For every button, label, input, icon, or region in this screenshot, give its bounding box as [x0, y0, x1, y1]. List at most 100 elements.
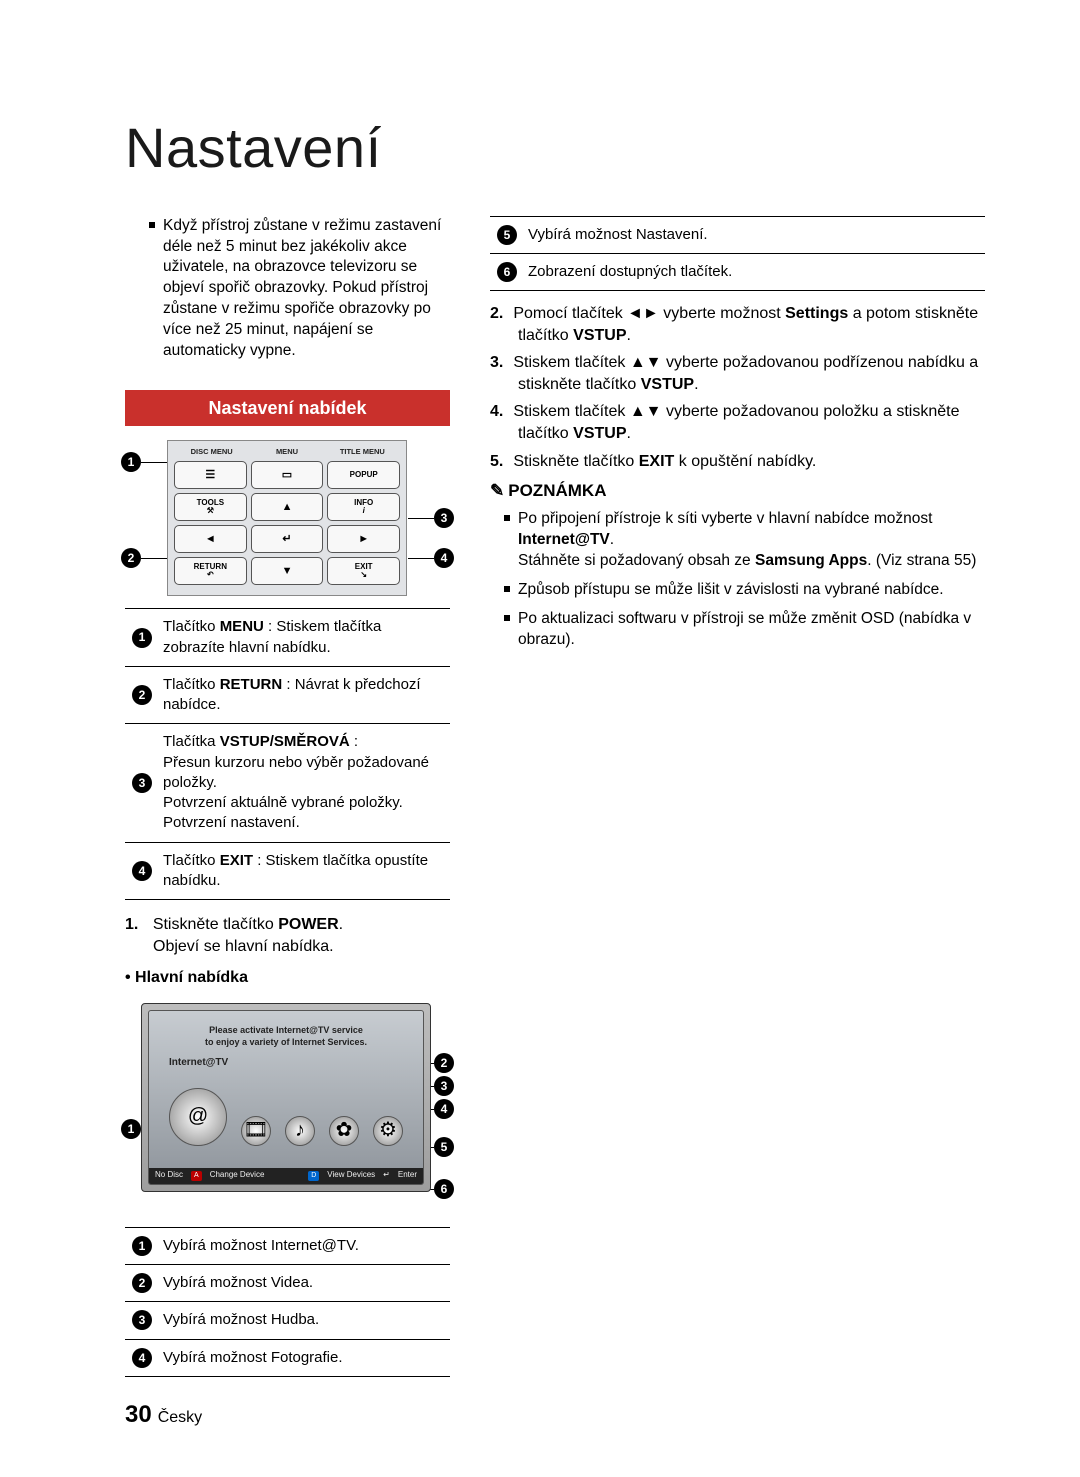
callout-badge-1b: 1	[121, 1119, 141, 1139]
page-title: Nastavení	[125, 110, 985, 186]
square-bullet-icon	[504, 515, 510, 521]
row-text: Tlačítko MENU : Stiskem tlačítka zobrazí…	[159, 609, 450, 667]
row-text: Vybírá možnost Videa.	[159, 1265, 450, 1302]
square-bullet-icon	[504, 615, 510, 621]
note-item: Po aktualizaci softwaru v přístroji se m…	[518, 609, 985, 651]
table-row: 6 Zobrazení dostupných tlačítek.	[490, 253, 985, 290]
callout-line	[141, 558, 167, 559]
step-list-left: Stiskněte tlačítko POWER. Objeví se hlav…	[125, 914, 450, 957]
footer-change: Change Device	[210, 1170, 265, 1181]
tv-footer-bar: No Disc A Change Device D View Devices ↵…	[149, 1168, 423, 1184]
main-menu-heading: • Hlavní nabídka	[125, 967, 450, 989]
table-row: 2 Tlačítko RETURN : Návrat k předchozí na…	[125, 666, 450, 724]
remote-btn-exit: EXIT↘	[327, 557, 400, 585]
footer-no-disc: No Disc	[155, 1170, 183, 1181]
tv-screen-figure: Please activate Internet@TV serviceto en…	[141, 1003, 431, 1192]
square-bullet-icon	[149, 222, 155, 228]
row-badge: 4	[132, 1348, 152, 1368]
row-text: Vybírá možnost Hudba.	[159, 1302, 450, 1339]
remote-label-menu: MENU	[249, 447, 324, 457]
callout-line	[141, 462, 167, 463]
callout-badge-3b: 3	[434, 1076, 454, 1096]
video-icon: 🎞	[241, 1116, 271, 1146]
square-bullet-icon	[504, 586, 510, 592]
right-top-table: 5 Vybírá možnost Nastavení. 6 Zobrazení dos…	[490, 216, 985, 292]
tv-outer-frame: Please activate Internet@TV serviceto en…	[141, 1003, 431, 1192]
column-left: Když přístroj zůstane v režimu zastavení…	[125, 216, 450, 1377]
callout-badge-1: 1	[121, 452, 141, 472]
row-badge: 3	[132, 773, 152, 793]
footer-enter: Enter	[398, 1170, 417, 1181]
table-row: 5 Vybírá možnost Nastavení.	[490, 216, 985, 253]
row-badge: 5	[497, 225, 517, 245]
remote-row-3: ◄ ↵ ►	[174, 525, 400, 553]
footer-enter-icon: ↵	[383, 1170, 390, 1181]
tv-message: Please activate Internet@TV serviceto en…	[149, 1011, 423, 1048]
tv-legend-table: 1Vybírá možnost Internet@TV. 2 Vybírá možn…	[125, 1227, 450, 1377]
table-row: 3 Vybírá možnost Hudba.	[125, 1302, 450, 1339]
tv-inner-screen: Please activate Internet@TV serviceto en…	[148, 1010, 424, 1185]
two-column-layout: Když přístroj zůstane v režimu zastavení…	[125, 216, 985, 1377]
internet-tv-icon: @	[169, 1088, 227, 1146]
remote-diagram-wrap: 1 2 3 4 DISC MENU MENU TITLE MENU ☰ ▭	[125, 440, 450, 590]
table-row: 3Tlačítka VSTUP/SMĚROVÁ :Přesun kurzoru …	[125, 724, 450, 842]
callout-badge-4: 4	[434, 548, 454, 568]
row-text: Tlačítko RETURN : Návrat k předchozí nab…	[159, 666, 450, 724]
row-badge: 2	[132, 685, 152, 705]
remote-btn-left: ◄	[174, 525, 247, 553]
note-heading: ✎POZNÁMKA	[490, 480, 985, 503]
row-text: Vybírá možnost Nastavení.	[524, 216, 985, 253]
callout-badge-3: 3	[434, 508, 454, 528]
table-row: 1 Tlačítko MENU : Stiskem tlačítka zobraz…	[125, 609, 450, 667]
section-heading: Nastavení nabídek	[125, 390, 450, 426]
step1-text-b: POWER	[278, 916, 338, 933]
footer-view: View Devices	[327, 1170, 375, 1181]
remote-row-1: ☰ ▭ POPUP	[174, 461, 400, 489]
remote-btn-menu: ▭	[251, 461, 324, 489]
remote-btn-popup: POPUP	[327, 461, 400, 489]
table-row: 1Vybírá možnost Internet@TV.	[125, 1227, 450, 1264]
remote-label-disc-menu: DISC MENU	[174, 447, 249, 457]
remote-btn-down: ▼	[251, 557, 324, 585]
remote-row-2: TOOLS⚒ ▲ INFOi	[174, 493, 400, 521]
step-item: Pomocí tlačítek ◄► vyberte možnost Setti…	[490, 303, 985, 346]
step1-text-c: .	[339, 916, 343, 933]
callout-line	[408, 558, 434, 559]
row-text: Tlačítko EXIT : Stiskem tlačítka opustít…	[159, 842, 450, 900]
row-badge: 3	[132, 1310, 152, 1330]
row-text: Vybírá možnost Fotografie.	[159, 1339, 450, 1376]
callout-badge-2b: 2	[434, 1053, 454, 1073]
note-item: Po připojení přístroje k síti vyberte v …	[518, 509, 985, 572]
callout-badge-2: 2	[121, 548, 141, 568]
page-footer: 30 Česky	[125, 1399, 202, 1431]
row-text: Zobrazení dostupných tlačítek.	[524, 253, 985, 290]
row-badge: 1	[132, 628, 152, 648]
step-1: Stiskněte tlačítko POWER. Objeví se hlav…	[125, 914, 450, 957]
remote-btn-tools: TOOLS⚒	[174, 493, 247, 521]
remote-btn-info: INFOi	[327, 493, 400, 521]
step1-line2: Objeví se hlavní nabídka.	[153, 938, 334, 955]
remote-btn-right: ►	[327, 525, 400, 553]
intro-text: Když přístroj zůstane v režimu zastavení…	[163, 217, 441, 360]
step-list-right: Pomocí tlačítek ◄► vyberte možnost Setti…	[490, 303, 985, 472]
remote-legend-table: 1 Tlačítko MENU : Stiskem tlačítka zobraz…	[125, 608, 450, 900]
page-language: Česky	[158, 1409, 202, 1426]
table-row: 2 Vybírá možnost Videa.	[125, 1265, 450, 1302]
photo-icon: ✿	[329, 1116, 359, 1146]
row-badge: 6	[497, 262, 517, 282]
row-badge: 2	[132, 1273, 152, 1293]
page-number: 30	[125, 1401, 152, 1428]
remote-btn-up: ▲	[251, 493, 324, 521]
remote-btn-enter: ↵	[251, 525, 324, 553]
settings-icon: ⚙	[373, 1116, 403, 1146]
remote-row-4: RETURN↶ ▼ EXIT↘	[174, 557, 400, 585]
footer-d-badge: D	[308, 1171, 319, 1180]
step-item: Stiskem tlačítek ▲▼ vyberte požadovanou …	[490, 401, 985, 444]
intro-note: Když přístroj zůstane v režimu zastavení…	[125, 216, 450, 362]
note-item: Způsob přístupu se může lišit v závislos…	[518, 580, 985, 601]
remote-btn-disc-menu: ☰	[174, 461, 247, 489]
note-label: POZNÁMKA	[508, 481, 606, 500]
row-badge: 4	[132, 861, 152, 881]
note-list: Po připojení přístroje k síti vyberte v …	[490, 509, 985, 651]
step-item: Stiskem tlačítek ▲▼ vyberte požadovanou …	[490, 352, 985, 395]
